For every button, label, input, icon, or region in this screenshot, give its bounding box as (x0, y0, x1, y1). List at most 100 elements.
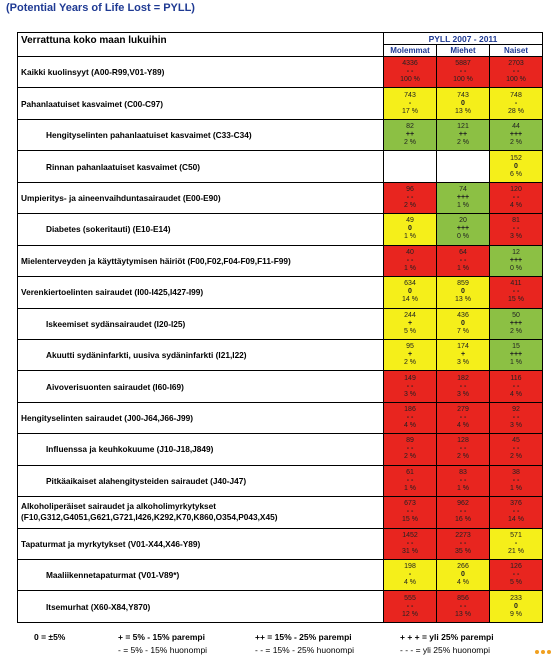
value-cell: 2273- -35 % (436, 527, 490, 561)
cell-symbol: - - (406, 414, 414, 422)
cell-value: 411 (510, 280, 522, 288)
cell-value: 962 (457, 500, 469, 508)
cell-value: 5887 (455, 60, 471, 68)
cell-percent (437, 171, 489, 179)
row-label: Hengityselinten sairaudet (J00-J64,J66-J… (17, 401, 384, 435)
value-cell: 743 0 13 % (436, 87, 490, 120)
cell-percent: 5 % (509, 579, 523, 587)
cell-percent: 3 % (456, 390, 470, 398)
cell-percent: 7 % (456, 327, 470, 335)
value-cell: 244 +5 % (383, 307, 437, 340)
cell-value: 44 (512, 123, 520, 131)
cell-symbol: - - (406, 445, 414, 453)
cell-symbol: - - (459, 382, 467, 390)
cell-percent: 3 % (456, 359, 470, 367)
cell-percent: 0 % (509, 264, 523, 272)
row-label: Kaikki kuolinsyyt (A00-R99,V01-Y89) (17, 55, 384, 89)
cell-percent: 100 % (453, 76, 473, 84)
cell-percent: 15 % (402, 516, 418, 524)
cell-value: 15 (512, 343, 520, 351)
cell-symbol: +++ (509, 256, 523, 264)
cell-symbol: ++ (405, 131, 415, 139)
cell-symbol: - - (512, 445, 520, 453)
row-label: Tapaturmat ja myrkytykset (V01-X44,X46-Y… (17, 527, 384, 561)
cell-value: 856 (457, 594, 469, 602)
cell-value: 279 (457, 406, 469, 414)
cell-value: 376 (510, 500, 522, 508)
legend-plus-one: + = 5% - 15% parempi (118, 632, 205, 642)
cell-value: 2703 (508, 60, 524, 68)
value-cell: 61- -1 % (383, 464, 437, 498)
cell-symbol: +++ (509, 319, 523, 327)
cell-symbol: 0 (408, 225, 412, 233)
cell-symbol: - (514, 539, 518, 547)
value-cell: 126- -5 % (489, 558, 543, 592)
value-cell: 411- -15 % (489, 276, 543, 309)
cell-symbol: 0 (514, 602, 518, 610)
cell-percent: 13 % (455, 296, 471, 304)
cell-value: 89 (406, 437, 414, 445)
cell-symbol: - - (512, 288, 520, 296)
decorative-dots (533, 646, 551, 656)
cell-percent: 100 % (400, 76, 420, 84)
cell-value: 186 (404, 406, 416, 414)
cell-percent: 1 % (509, 484, 523, 492)
cell-value: 182 (457, 374, 469, 382)
cell-symbol: - - (512, 225, 520, 233)
cell-value: 81 (512, 217, 520, 225)
value-cell (436, 150, 490, 183)
value-cell: 149- -3 % (383, 370, 437, 403)
value-cell: 174 +3 % (436, 338, 490, 372)
cell-value: 152 (510, 154, 522, 162)
cell-symbol: 0 (461, 99, 465, 107)
cell-value: 64 (459, 248, 467, 256)
legend-zero: 0 = ±5% (34, 632, 66, 642)
cell-symbol: + (460, 351, 466, 359)
value-cell: 15 +++ 1 % (489, 338, 543, 372)
cell-value: 12 (512, 248, 520, 256)
table-row: Umpieritys- ja aineenvaihduntasairaudet … (17, 181, 543, 215)
cell-percent: 14 % (402, 296, 418, 304)
cell-value: 116 (510, 374, 522, 382)
cell-percent (384, 171, 436, 179)
legend-plus-two: ++ = 15% - 25% parempi (255, 632, 352, 642)
cell-percent: 4 % (509, 201, 523, 209)
cell-value: 1452 (402, 531, 418, 539)
cell-value: 126 (510, 563, 522, 571)
cell-percent: 2 % (456, 453, 470, 461)
cell-percent: 31 % (402, 547, 418, 555)
value-cell: 40- -1 % (383, 244, 437, 278)
row-label: Maaliikennetapaturmat (V01-V89*) (17, 558, 384, 592)
row-label: Aivoverisuonten sairaudet (I60-I69) (17, 370, 384, 403)
value-cell: 859 0 13 % (436, 276, 490, 309)
cell-value: 244 (404, 311, 416, 319)
cell-percent: 9 % (509, 610, 523, 618)
cell-value: 82 (406, 123, 414, 131)
row-label: Akuutti sydäninfarkti, uusiva sydäninfar… (17, 338, 384, 372)
cell-value: 45 (512, 437, 520, 445)
cell-symbol: - - (459, 68, 467, 76)
row-label: Alkoholiperäiset sairaudet ja alkoholimy… (17, 496, 384, 529)
cell-value: 198 (404, 563, 416, 571)
cell-value: 49 (406, 217, 414, 225)
cell-value: 4336 (402, 60, 418, 68)
value-cell: 376- -14 % (489, 496, 543, 529)
cell-percent: 1 % (403, 233, 417, 241)
value-cell: 83- -1 % (436, 464, 490, 498)
cell-percent: 2 % (403, 139, 417, 147)
cell-percent: 4 % (509, 390, 523, 398)
cell-percent: 4 % (456, 422, 470, 430)
value-cell: 673- -15 % (383, 496, 437, 529)
cell-symbol: - - (406, 602, 414, 610)
table-row: Pahanlaatuiset kasvaimet (C00-C97) 743-17… (17, 87, 543, 120)
value-cell: 266 0 4 % (436, 558, 490, 592)
cell-value: 2273 (455, 531, 471, 539)
value-cell: 81- -3 % (489, 213, 543, 246)
cell-value: 92 (512, 406, 520, 414)
cell-value: 83 (459, 468, 467, 476)
value-cell: 20 +++ 0 % (436, 213, 490, 246)
value-cell: 634 0 14 % (383, 276, 437, 309)
column-header-men: Miehet (436, 44, 490, 57)
cell-value: 743 (404, 91, 416, 99)
cell-percent: 4 % (456, 579, 470, 587)
